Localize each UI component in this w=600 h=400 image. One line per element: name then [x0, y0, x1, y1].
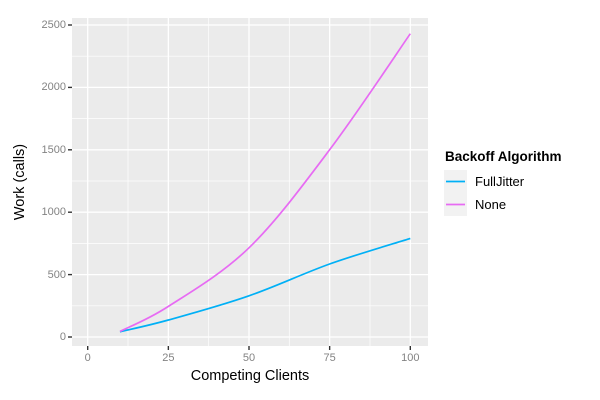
legend-entry: FullJitter: [444, 170, 562, 193]
x-tick-label: 50: [242, 352, 256, 364]
y-tick-label: 2000: [41, 81, 66, 94]
legend-entry-label: FullJitter: [475, 174, 525, 189]
legend-key: [444, 170, 467, 193]
y-tick-label: 2500: [41, 19, 66, 31]
legend-title: Backoff Algorithm: [445, 149, 562, 164]
legend-key-line-icon: [446, 180, 465, 183]
legend-entry-label: None: [475, 197, 507, 212]
legend-key-line-icon: [446, 203, 465, 206]
x-axis-title: Competing Clients: [190, 368, 310, 384]
panel-background: [72, 18, 428, 346]
y-tick-label: 0: [59, 331, 66, 343]
y-tick-label: 1000: [41, 206, 66, 219]
x-tick-label: 25: [162, 352, 175, 364]
x-tick-label: 100: [401, 352, 420, 364]
y-tick-label: 1500: [41, 143, 66, 156]
legend-entries: FullJitter None: [444, 170, 562, 216]
y-tick-label: 500: [47, 268, 66, 281]
x-tick-label: 0: [84, 352, 91, 364]
legend-key: [444, 193, 467, 216]
legend: Backoff Algorithm FullJitter None: [444, 149, 562, 216]
x-tick-label: 75: [323, 352, 336, 364]
series-line-fulljitter: [119, 237, 411, 333]
legend-entry: None: [444, 193, 562, 216]
series-line-none: [119, 33, 411, 333]
